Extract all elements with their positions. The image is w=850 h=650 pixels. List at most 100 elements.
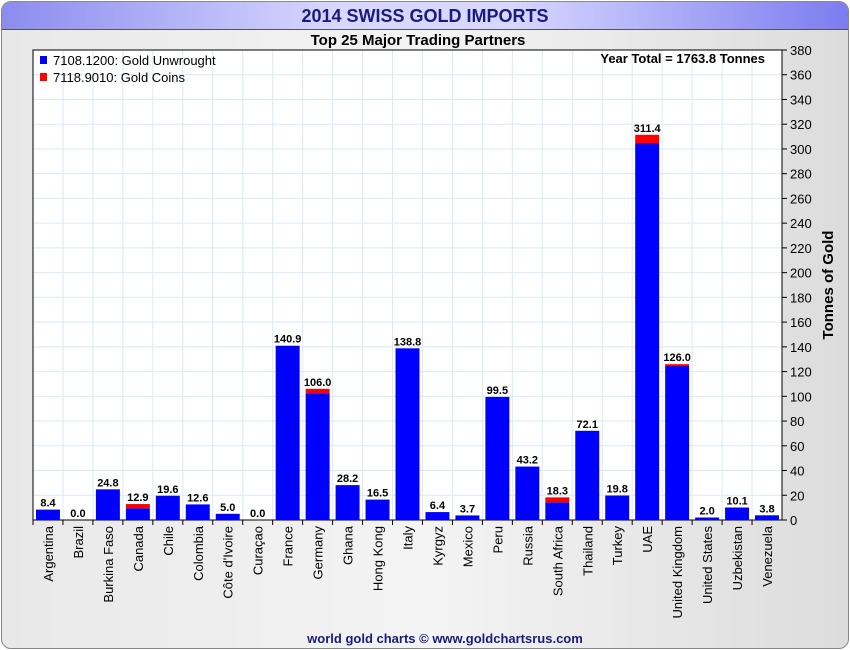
y-tick-label: 100: [790, 389, 812, 404]
y-tick-label: 40: [790, 464, 804, 479]
x-tick-label: Uzbekistan: [730, 526, 745, 590]
bar-segment: [425, 512, 450, 520]
data-label: 10.1: [726, 496, 747, 508]
x-tick-label: Brazil: [71, 526, 86, 559]
data-label: 18.3: [547, 485, 568, 497]
data-label: 6.4: [430, 500, 446, 512]
bar-segment: [185, 504, 210, 520]
x-tick-label: Hong Kong: [371, 526, 386, 591]
data-label: 0.0: [250, 508, 265, 520]
y-tick-label: 360: [790, 68, 812, 83]
y-tick-label: 60: [790, 439, 804, 454]
bar-segment: [305, 393, 330, 520]
data-label: 138.8: [394, 336, 422, 348]
data-label: 106.0: [304, 377, 332, 389]
x-tick-label: Italy: [401, 526, 416, 550]
y-tick-label: 300: [790, 142, 812, 157]
bar-segment: [125, 508, 150, 520]
bar-segment: [755, 515, 779, 520]
bar-segment: [455, 515, 480, 520]
y-tick-label: 220: [790, 241, 812, 256]
data-label: 2.0: [699, 506, 714, 518]
data-label: 140.9: [274, 334, 302, 346]
y-tick-label: 260: [790, 191, 812, 206]
data-label: 19.8: [607, 484, 628, 496]
x-tick-label: Burkina Faso: [101, 526, 116, 603]
x-tick-label: Kyrgyz: [430, 526, 445, 566]
y-tick-label: 200: [790, 266, 812, 281]
x-tick-label: Côte d'Ivoire: [221, 526, 236, 599]
data-label: 16.5: [367, 488, 388, 500]
data-label: 126.0: [663, 352, 691, 364]
y-tick-label: 0: [790, 513, 797, 528]
x-tick-label: United States: [700, 526, 715, 605]
x-tick-label: United Kingdom: [670, 526, 685, 619]
bar-segment: [575, 430, 600, 520]
data-label: 12.9: [127, 492, 148, 504]
y-tick-label: 20: [790, 488, 804, 503]
bar-segment: [36, 509, 60, 520]
bar-segment: [665, 364, 690, 367]
bar-segment: [335, 485, 360, 520]
bar-segment: [725, 507, 750, 520]
bar-segment: [605, 495, 630, 520]
data-label: 3.8: [759, 503, 774, 515]
chart-subtitle: Top 25 Major Trading Partners: [311, 32, 526, 49]
footer-credit: world gold charts © www.goldchartsrus.co…: [306, 631, 583, 646]
data-label: 5.0: [220, 502, 235, 514]
x-tick-label: Argentina: [41, 525, 56, 581]
x-tick-label: Venezuela: [760, 525, 775, 586]
x-tick-label: Germany: [311, 526, 326, 580]
x-tick-label: Colombia: [191, 525, 206, 581]
x-tick-label: Mexico: [460, 526, 475, 567]
data-label: 8.4: [40, 498, 56, 510]
y-tick-label: 240: [790, 216, 812, 231]
data-label: 19.6: [157, 484, 178, 496]
bar-segment: [665, 366, 690, 520]
bar-segment: [635, 143, 660, 521]
bar-segment: [125, 504, 150, 509]
data-label: 3.7: [460, 503, 475, 515]
year-total-annotation: Year Total = 1763.8 Tonnes: [600, 51, 765, 66]
y-tick-label: 340: [790, 92, 812, 107]
x-tick-label: UAE: [640, 526, 655, 553]
bar-segment: [545, 502, 570, 520]
chart-title: 2014 SWISS GOLD IMPORTS: [2, 2, 848, 30]
x-tick-label: Thailand: [580, 526, 595, 576]
y-tick-label: 140: [790, 340, 812, 355]
y-tick-label: 320: [790, 117, 812, 132]
data-label: 28.2: [337, 473, 358, 485]
data-label: 43.2: [517, 455, 538, 467]
bar-segment: [215, 513, 240, 520]
data-label: 99.5: [487, 385, 508, 397]
y-tick-label: 380: [790, 43, 812, 58]
bar-segment: [95, 489, 120, 520]
y-tick-label: 160: [790, 315, 812, 330]
legend-swatch: [40, 73, 47, 81]
bar-segment: [545, 497, 570, 503]
bar-segment: [485, 396, 510, 520]
bar-segment: [395, 348, 420, 520]
y-tick-label: 80: [790, 414, 804, 429]
data-label: 12.6: [187, 492, 208, 504]
bar-segment: [635, 134, 660, 144]
x-tick-label: South Africa: [550, 525, 565, 596]
bar-segment: [695, 517, 720, 520]
y-axis-title: Tonnes of Gold: [820, 231, 837, 340]
y-tick-label: 280: [790, 167, 812, 182]
x-tick-label: Ghana: [341, 525, 356, 565]
data-label: 311.4: [634, 123, 662, 135]
bar-segment: [155, 495, 180, 520]
x-tick-label: Turkey: [610, 526, 625, 566]
legend-label: 7118.9010: Gold Coins: [53, 70, 186, 85]
legend-label: 7108.1200: Gold Unwrought: [53, 53, 216, 68]
bar-segment: [305, 388, 330, 394]
bar-segment: [515, 466, 540, 520]
x-tick-label: Curaçao: [251, 526, 266, 575]
data-label: 24.8: [97, 477, 118, 489]
y-tick-label: 120: [790, 365, 812, 380]
data-label: 0.0: [70, 508, 85, 520]
x-tick-label: Peru: [490, 526, 505, 553]
x-tick-label: Chile: [161, 526, 176, 556]
